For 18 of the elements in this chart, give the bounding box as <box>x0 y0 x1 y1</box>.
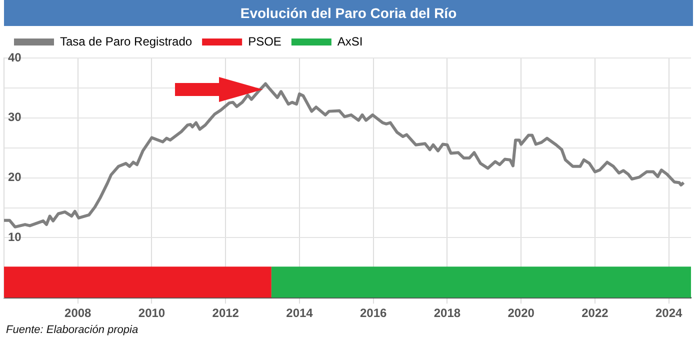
y-tick-label: 20 <box>8 170 22 184</box>
x-tick-label: 2012 <box>212 306 240 320</box>
x-tick-label: 2022 <box>582 306 609 320</box>
legend-label: Tasa de Paro Registrado <box>60 34 192 48</box>
x-tick-label: 2024 <box>655 306 683 320</box>
x-tick-label: 2018 <box>434 306 461 320</box>
y-tick-label: 40 <box>8 50 22 64</box>
y-tick-label: 30 <box>8 110 22 124</box>
x-tick-label: 2016 <box>360 306 388 320</box>
legend-label: AxSI <box>337 34 363 48</box>
x-tick-label: 2010 <box>138 306 166 320</box>
legend-label: PSOE <box>248 34 282 48</box>
x-tick-label: 2008 <box>64 306 92 320</box>
chart-title: Evolución del Paro Coria del Río <box>4 0 693 26</box>
x-tick-label: 2020 <box>508 306 535 320</box>
source-note: Fuente: Elaboración propia <box>5 324 140 336</box>
y-tick-label: 10 <box>8 230 22 244</box>
x-tick-label: 2014 <box>286 306 314 320</box>
